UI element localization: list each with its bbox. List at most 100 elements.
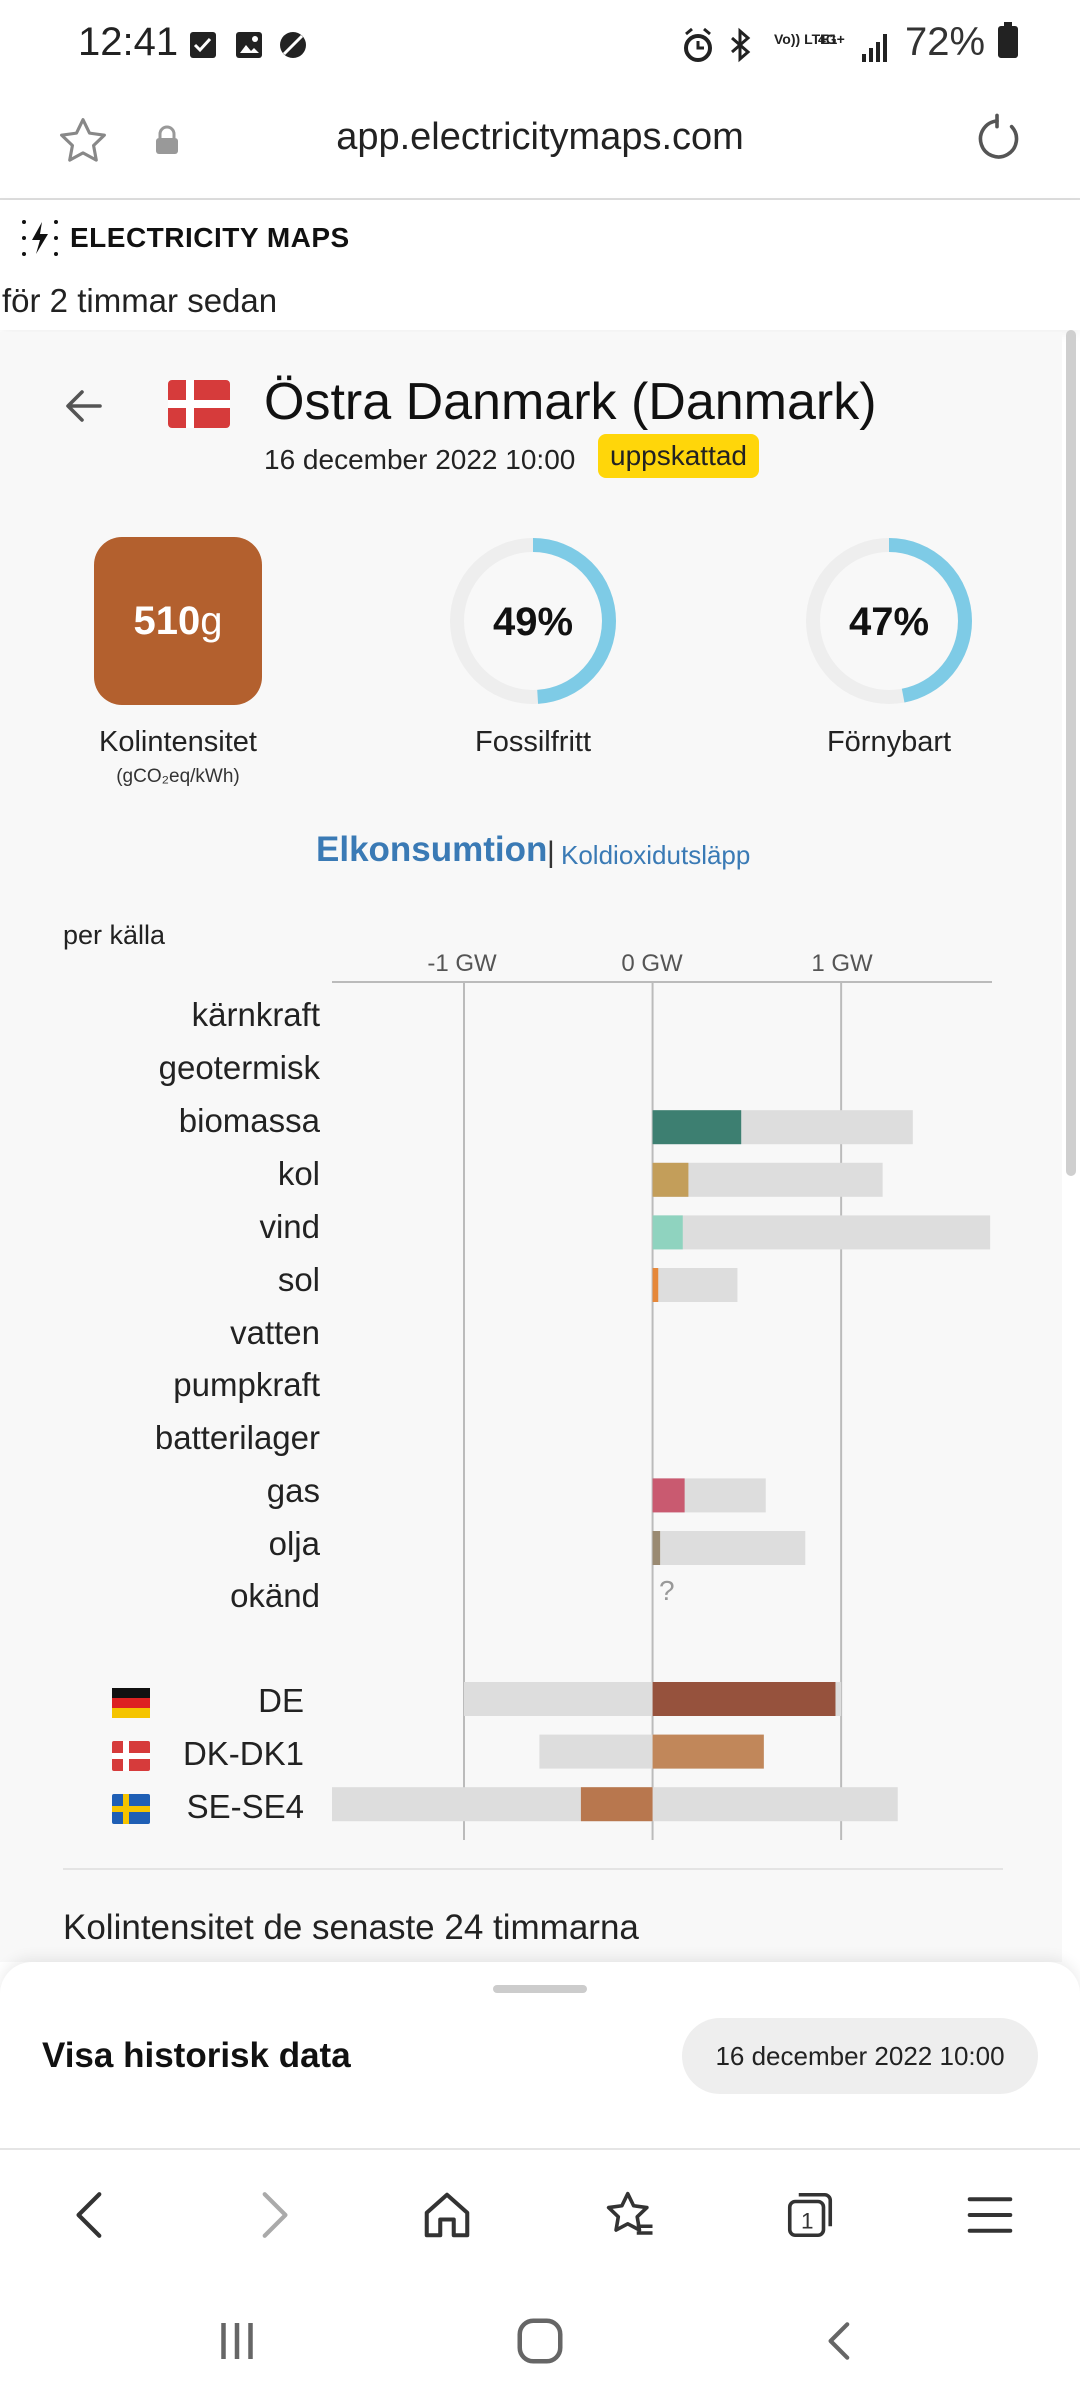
menu-icon[interactable] bbox=[962, 2188, 1018, 2242]
source-label: vind bbox=[259, 1208, 320, 1245]
browser-forward-icon[interactable] bbox=[248, 2188, 298, 2242]
status-right-icons: Vo)) LTE1 4G+ bbox=[680, 24, 900, 77]
back-arrow-icon[interactable] bbox=[60, 382, 108, 435]
reload-icon[interactable] bbox=[970, 112, 1024, 171]
exchange-label: DE bbox=[258, 1682, 304, 1719]
production-chart bbox=[332, 981, 992, 1840]
panel-scrollbar[interactable] bbox=[1066, 330, 1076, 1176]
source-label: batterilager bbox=[154, 1419, 320, 1456]
system-navigation-bar bbox=[0, 2278, 1080, 2400]
tab-emissions[interactable]: Koldioxidutsläpp bbox=[561, 840, 751, 870]
exchange-bar bbox=[580, 1787, 653, 1822]
chart-group-label: per källa bbox=[63, 920, 166, 950]
fossil-free-arc bbox=[450, 538, 616, 704]
app-header bbox=[0, 200, 1080, 330]
status-bar: 12:41 Vo)) LTE1 4G+ 72% bbox=[0, 0, 1080, 92]
source-label: kärnkraft bbox=[191, 996, 320, 1033]
battery-percent: 72% bbox=[905, 20, 986, 64]
source-label: okänd bbox=[230, 1577, 320, 1614]
tab-separator: | bbox=[547, 836, 555, 869]
browser-back-icon[interactable] bbox=[66, 2188, 116, 2242]
history-label: Visa historisk data bbox=[42, 2036, 351, 2075]
carbon-intensity-square: 510 g bbox=[94, 537, 262, 705]
section-divider bbox=[63, 1868, 1003, 1870]
renewable-arc bbox=[806, 538, 972, 704]
status-left-icons bbox=[188, 26, 308, 71]
brand[interactable]: ELECTRICITY MAPS bbox=[20, 218, 350, 258]
production-bar bbox=[652, 1268, 659, 1302]
source-label: sol bbox=[277, 1261, 320, 1298]
fossil-free-ring bbox=[448, 536, 618, 706]
home-button-icon[interactable] bbox=[512, 2314, 568, 2368]
production-bar bbox=[652, 1215, 683, 1250]
browser-toolbar: 1 bbox=[0, 2148, 1080, 2280]
history-section-title: Kolintensitet de senaste 24 timmarna bbox=[63, 1908, 639, 1947]
battery-icon bbox=[998, 22, 1019, 58]
carbon-intensity-unit: g bbox=[200, 598, 223, 643]
carbon-intensity-label: Kolintensitet bbox=[99, 726, 257, 758]
exchange-bar bbox=[652, 1682, 836, 1716]
capacity-bar bbox=[652, 1162, 883, 1197]
source-label: biomassa bbox=[178, 1102, 320, 1139]
last-updated: för 2 timmar sedan bbox=[2, 282, 278, 319]
exchange-bar bbox=[652, 1734, 764, 1769]
electricity-maps-logo-icon bbox=[22, 220, 58, 256]
lock-icon bbox=[153, 124, 181, 161]
zone-datetime: 16 december 2022 10:00 bbox=[264, 444, 576, 475]
browser-url-bar: app.electricitymaps.com bbox=[0, 92, 1080, 200]
tab-consumption[interactable]: Elkonsumtion bbox=[316, 830, 548, 869]
history-datetime-button[interactable]: 16 december 2022 10:00 bbox=[682, 2018, 1038, 2094]
battery-indicator: 72% bbox=[905, 20, 1020, 65]
unknown-marker: ? bbox=[659, 1575, 675, 1606]
bookmarks-icon[interactable] bbox=[602, 2188, 658, 2242]
blocked-icon bbox=[280, 32, 306, 58]
4g-icon: 4G+ bbox=[818, 31, 845, 47]
capacity-bar bbox=[652, 1268, 738, 1302]
volte-icon: Vo)) LTE1 bbox=[774, 31, 837, 47]
source-label: vatten bbox=[230, 1314, 320, 1351]
carbon-intensity-sub: (gCO₂eq/kWh) bbox=[116, 766, 240, 787]
production-bar bbox=[652, 1162, 689, 1197]
fossil-free-value: 49% bbox=[492, 600, 574, 644]
zone-title: Östra Danmark (Danmark) bbox=[264, 373, 877, 431]
production-bar bbox=[652, 1531, 661, 1565]
sweden-flag-icon bbox=[112, 1794, 150, 1829]
alarm-icon bbox=[684, 27, 712, 62]
exchange-label: DK-DK1 bbox=[182, 1735, 304, 1772]
axis-tick-neg: -1 GW bbox=[427, 950, 497, 977]
image-icon bbox=[236, 32, 262, 58]
source-label: gas bbox=[266, 1472, 320, 1509]
axis-tick-zero: 0 GW bbox=[621, 950, 683, 977]
production-bar bbox=[652, 1478, 685, 1513]
tabs-icon[interactable]: 1 bbox=[782, 2188, 838, 2242]
brand-name: ELECTRICITY MAPS bbox=[70, 222, 350, 253]
svg-text:1: 1 bbox=[801, 2209, 814, 2234]
source-label: geotermisk bbox=[158, 1049, 320, 1086]
source-label: kol bbox=[277, 1155, 320, 1192]
recent-apps-icon[interactable] bbox=[210, 2316, 264, 2366]
axis-tick-pos: 1 GW bbox=[811, 950, 873, 977]
source-label: pumpkraft bbox=[173, 1366, 320, 1403]
estimated-badge: uppskattad bbox=[598, 434, 759, 478]
url-text[interactable]: app.electricitymaps.com bbox=[336, 116, 744, 158]
signal-icon bbox=[862, 34, 887, 62]
fossil-free-label: Fossilfritt bbox=[475, 726, 591, 758]
home-icon[interactable] bbox=[420, 2188, 474, 2242]
system-back-icon[interactable] bbox=[816, 2316, 866, 2366]
capacity-bar bbox=[652, 1531, 806, 1565]
status-time: 12:41 bbox=[78, 20, 179, 64]
bookmark-star-icon[interactable] bbox=[56, 114, 110, 173]
production-bar bbox=[652, 1110, 742, 1145]
renewable-value: 47% bbox=[848, 600, 930, 644]
source-label: olja bbox=[268, 1525, 320, 1562]
carbon-intensity-value: 510 bbox=[133, 598, 201, 643]
checkbox-icon bbox=[190, 32, 216, 58]
germany-flag-icon bbox=[112, 1688, 150, 1723]
exchange-label: SE-SE4 bbox=[186, 1788, 304, 1825]
renewable-label: Förnybart bbox=[826, 726, 952, 758]
denmark-flag-icon bbox=[112, 1741, 150, 1776]
bluetooth-icon bbox=[731, 27, 751, 63]
capacity-bar bbox=[652, 1215, 991, 1250]
denmark-flag-icon bbox=[168, 380, 230, 428]
sheet-drag-handle[interactable] bbox=[493, 1985, 587, 1993]
